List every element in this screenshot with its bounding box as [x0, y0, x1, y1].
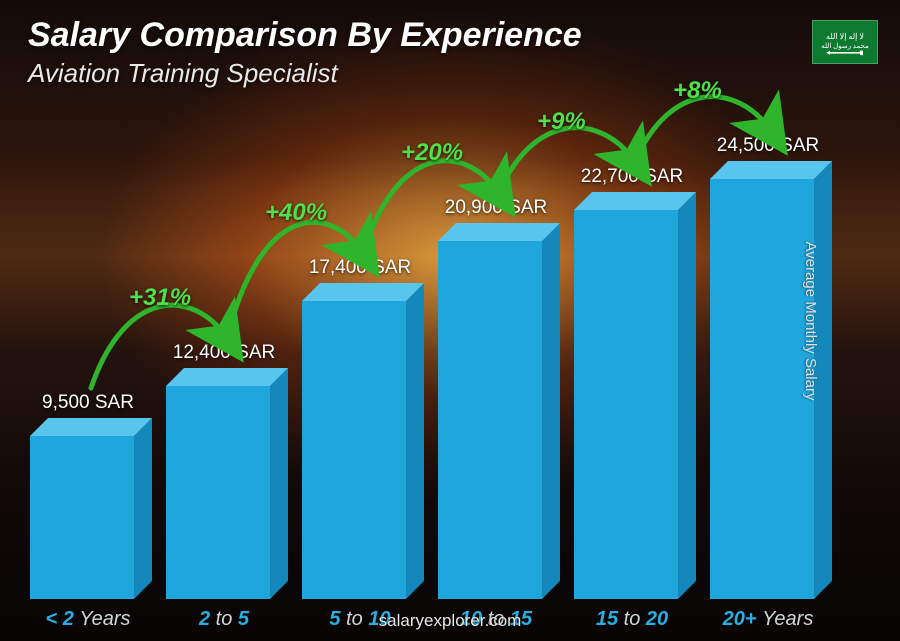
- flag-emblem-icon: ﻻ ﺇﻟﻪ ﺇﻻ ﺍﻟﻠﻪ ﻣﺤﻤﺪ ﺭﺳﻮﻝ ﺍﻟﻠﻪ: [818, 24, 872, 60]
- bar-front: [166, 386, 270, 599]
- bar-side: [134, 418, 152, 599]
- y-axis-label: Average Monthly Salary: [802, 241, 819, 400]
- svg-text:ﻣﺤﻤﺪ ﺭﺳﻮﻝ ﺍﻟﻠﻪ: ﻣﺤﻤﺪ ﺭﺳﻮﻝ ﺍﻟﻠﻪ: [821, 42, 869, 50]
- infographic-stage: Salary Comparison By Experience Aviation…: [0, 0, 900, 641]
- chart-title: Salary Comparison By Experience: [28, 16, 582, 55]
- chart-subtitle: Aviation Training Specialist: [28, 58, 338, 89]
- source-footer: salaryexplorer.com: [0, 611, 900, 631]
- bar-side: [678, 192, 696, 599]
- growth-pct-label: +31%: [129, 284, 191, 312]
- growth-pct-label: +8%: [673, 77, 722, 105]
- growth-pct-label: +9%: [537, 108, 586, 136]
- bar-front: [30, 436, 134, 599]
- bar-front: [710, 179, 814, 599]
- bar-front: [438, 241, 542, 599]
- bar-chart: 9,500 SAR< 2 Years12,400 SAR2 to 517,400…: [30, 39, 850, 599]
- flag-saudi-arabia: ﻻ ﺇﻟﻪ ﺇﻻ ﺍﻟﻠﻪ ﻣﺤﻤﺪ ﺭﺳﻮﻝ ﺍﻟﻠﻪ: [812, 20, 878, 64]
- bar-side: [542, 223, 560, 599]
- bar-front: [574, 210, 678, 599]
- growth-pct-label: +20%: [401, 139, 463, 167]
- bar-side: [270, 368, 288, 599]
- svg-text:ﻻ ﺇﻟﻪ ﺇﻻ ﺍﻟﻠﻪ: ﻻ ﺇﻟﻪ ﺇﻻ ﺍﻟﻠﻪ: [826, 32, 864, 41]
- bar: 22,700 SAR15 to 20: [574, 170, 696, 599]
- bar-side: [406, 283, 424, 599]
- bar-top: [30, 418, 152, 436]
- growth-pct-label: +40%: [265, 199, 327, 227]
- bar: 9,500 SAR< 2 Years: [30, 396, 152, 599]
